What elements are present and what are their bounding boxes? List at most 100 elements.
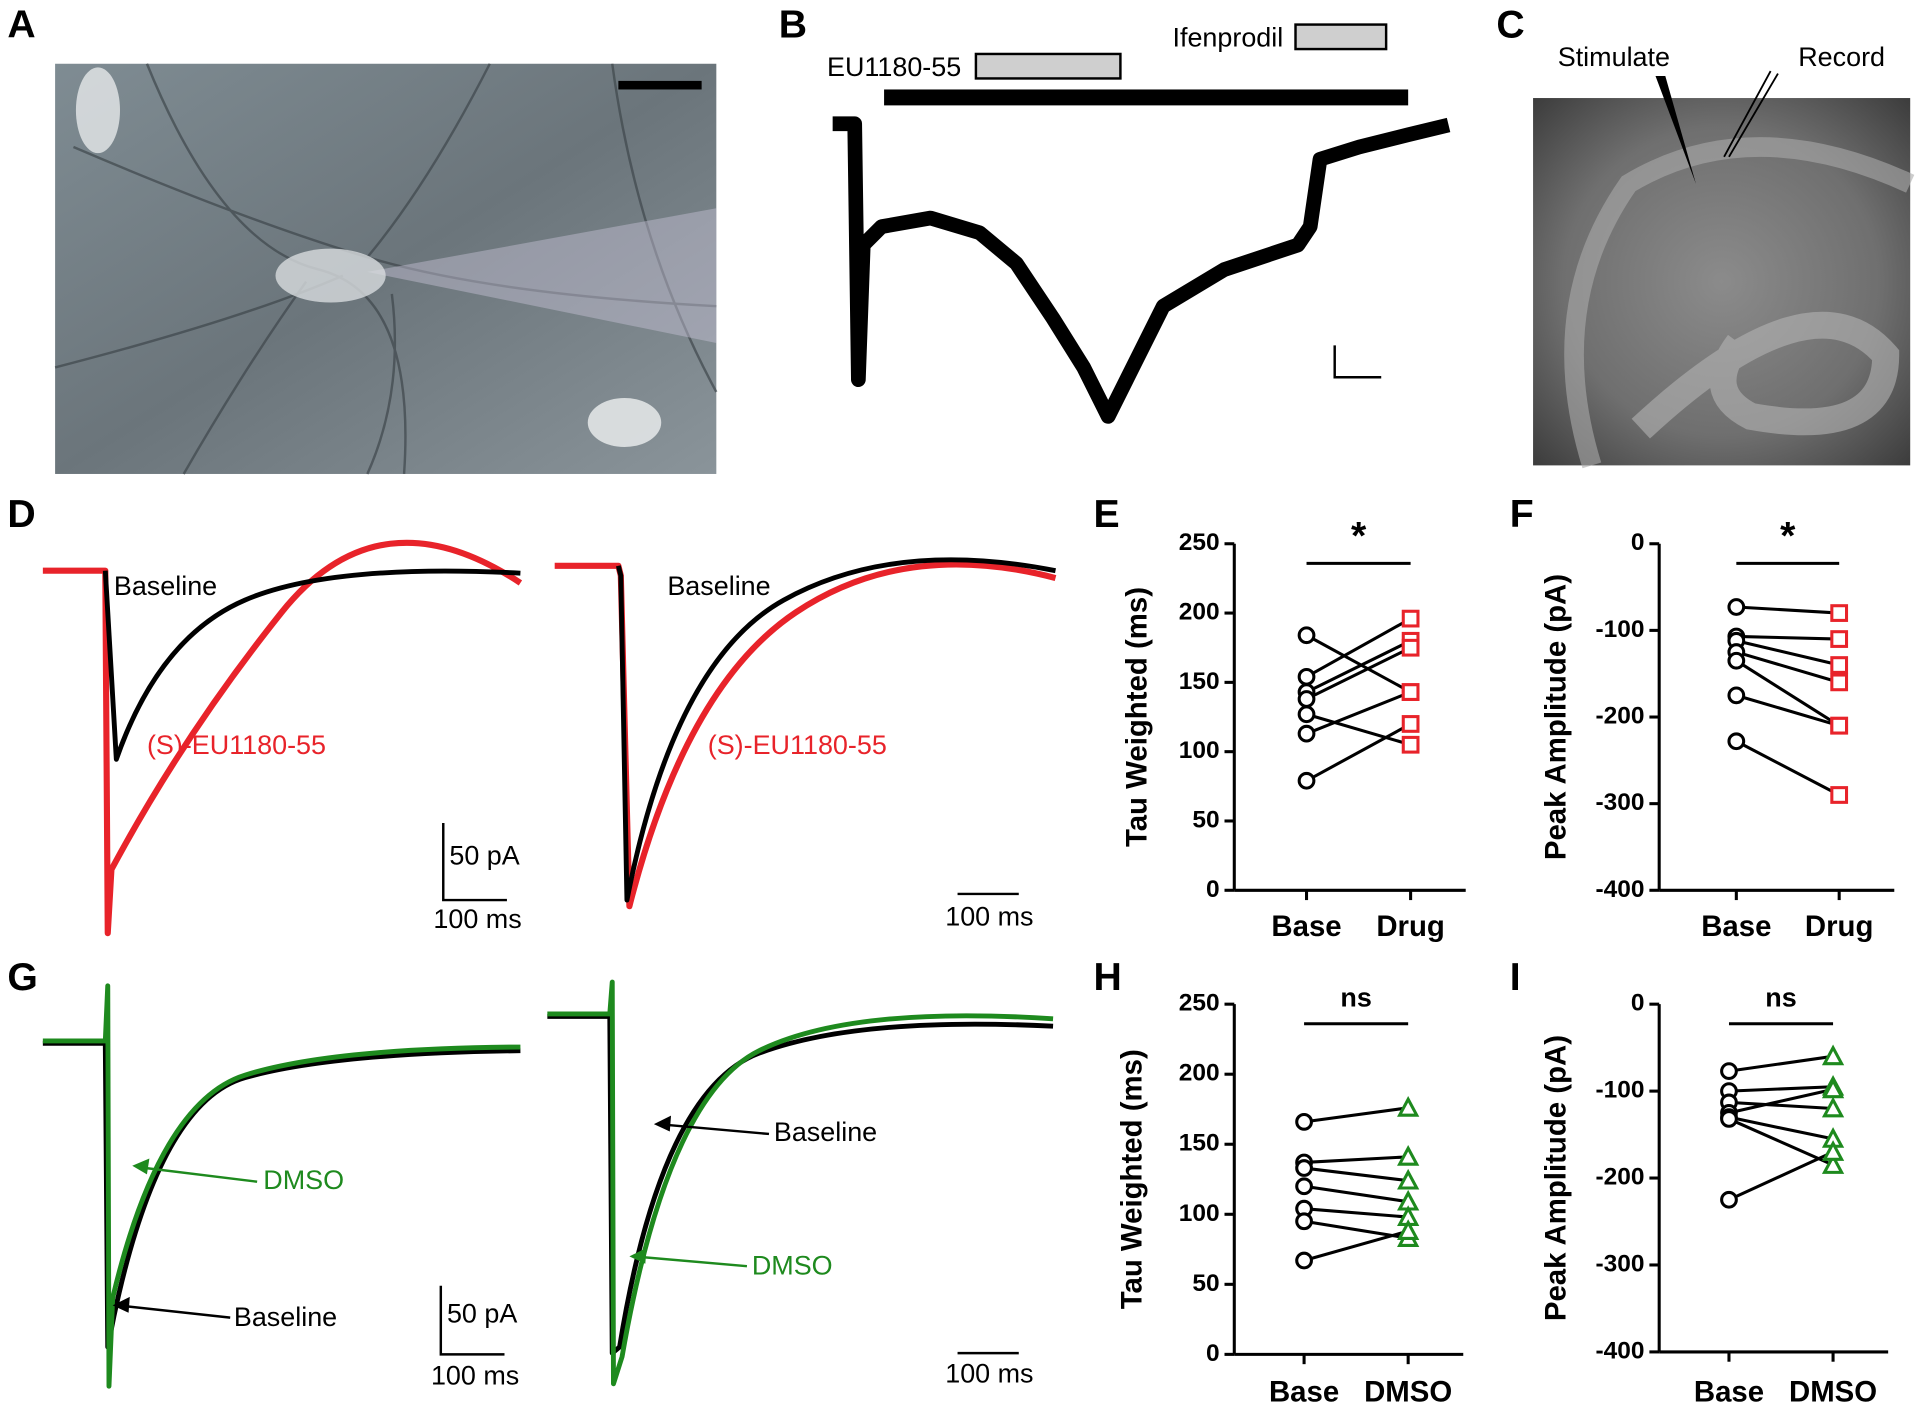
panel-label: E — [1093, 493, 1119, 536]
pair-line — [1303, 1106, 1409, 1124]
pair-line — [1305, 633, 1412, 694]
data-point — [1401, 715, 1420, 733]
y-tick-label: 150 — [1179, 1130, 1220, 1157]
panel-g: DMSO Baseline Baseline DMSO 50 pA 100 ms… — [42, 979, 1054, 1391]
data-point — [1297, 724, 1316, 743]
pair-line — [1736, 634, 1840, 641]
y-axis-label: Peak Amplitude (pA) — [1539, 574, 1572, 860]
data-point — [1401, 638, 1420, 657]
data-point — [1830, 786, 1849, 804]
panel-label: F — [1510, 493, 1534, 536]
data-point — [1727, 651, 1746, 670]
data-point — [1397, 1219, 1420, 1240]
y-tick-label: -100 — [1596, 616, 1645, 643]
y-tick-label: 100 — [1179, 737, 1220, 764]
pair-line — [1303, 1184, 1409, 1204]
drug-label: Ifenprodil — [1172, 22, 1283, 52]
x-tick-label: Drug — [1376, 910, 1445, 943]
scale-label: 50 pA — [447, 1298, 517, 1328]
data-point — [1720, 1190, 1738, 1209]
panel-label: B — [779, 3, 807, 46]
electrode-label: Stimulate — [1558, 42, 1670, 72]
pair-line — [1305, 690, 1412, 736]
pair-line — [1305, 646, 1412, 701]
panel-label: I — [1510, 956, 1521, 999]
significance-label: * — [1780, 515, 1796, 558]
trace-label: (S)-EU1180-55 — [147, 730, 326, 760]
y-axis-label: Peak Amplitude (pA) — [1539, 1035, 1572, 1321]
pair-line — [1736, 605, 1840, 615]
data-point — [1830, 656, 1849, 674]
panel-label: H — [1093, 956, 1121, 999]
panel-label: A — [7, 3, 35, 46]
scale-label: 100 ms — [945, 902, 1033, 932]
pair-line — [1728, 1085, 1834, 1093]
y-tick-label: 50 — [1192, 1270, 1219, 1297]
pair-line — [1735, 693, 1840, 728]
x-tick-label: Base — [1701, 910, 1771, 943]
panel-c: Stimulate Record — [1533, 42, 1915, 469]
data-point — [1821, 1044, 1845, 1066]
panel-d: Baseline (S)-EU1180-55 Baseline (S)-EU11… — [42, 539, 1057, 937]
pair-line — [1306, 712, 1412, 747]
pair-line — [1735, 650, 1840, 684]
pair-line — [1305, 639, 1412, 694]
pair-line — [1728, 1115, 1834, 1141]
y-tick-label: 100 — [1179, 1200, 1220, 1227]
data-point — [1401, 609, 1420, 628]
data-point — [1397, 1145, 1420, 1166]
panel-b: EU1180-55 Ifenprodil — [827, 22, 1451, 424]
data-point — [1401, 683, 1420, 701]
y-tick-label: -400 — [1596, 1337, 1645, 1364]
data-point — [1821, 1153, 1845, 1174]
y-tick-label: 250 — [1179, 990, 1220, 1017]
y-tick-label: -400 — [1596, 876, 1645, 903]
pair-line — [1305, 617, 1412, 679]
significance-label: ns — [1765, 982, 1796, 1012]
y-axis-label: Tau Weighted (ms) — [1121, 587, 1154, 847]
y-tick-label: 0 — [1631, 529, 1645, 556]
y-tick-label: -200 — [1596, 702, 1645, 729]
data-point — [1830, 673, 1849, 692]
y-axis-label: Tau Weighted (ms) — [1116, 1049, 1149, 1309]
trace-label: (S)-EU1180-55 — [708, 730, 887, 760]
trace-label: Baseline — [114, 571, 217, 601]
pair-line — [1305, 722, 1412, 783]
data-point — [1297, 626, 1316, 645]
panel-label: G — [7, 956, 37, 999]
y-tick-label: 200 — [1179, 599, 1220, 626]
trace-label: Baseline — [234, 1302, 337, 1332]
data-point — [1397, 1168, 1420, 1190]
data-point — [1295, 1212, 1313, 1231]
pair-line — [1728, 1054, 1834, 1073]
y-tick-label: 0 — [1206, 876, 1220, 903]
pair-line — [1728, 1087, 1834, 1115]
data-point — [1295, 1177, 1313, 1196]
pair-line — [1303, 1166, 1409, 1183]
drug-label: EU1180-55 — [827, 52, 961, 82]
data-point — [1401, 735, 1420, 754]
micrograph — [54, 63, 718, 475]
y-tick-label: 0 — [1631, 990, 1645, 1017]
data-point — [1397, 1096, 1420, 1117]
pair-line — [1728, 1117, 1834, 1167]
data-point — [1830, 630, 1849, 648]
pair-line — [1728, 1100, 1834, 1111]
data-point — [1295, 1112, 1313, 1131]
trace-label: DMSO — [752, 1251, 833, 1281]
data-point — [1720, 1110, 1738, 1128]
pair-line — [1735, 659, 1841, 727]
significance-label: ns — [1340, 982, 1371, 1012]
panel-label: D — [7, 493, 35, 536]
data-point — [1727, 686, 1746, 705]
data-point — [1727, 598, 1746, 616]
data-point — [1821, 1077, 1845, 1099]
data-point — [1297, 667, 1316, 686]
data-point — [1297, 705, 1316, 724]
data-point — [1295, 1159, 1313, 1177]
trace-label: DMSO — [263, 1165, 344, 1195]
data-point — [1727, 732, 1746, 751]
pair-line — [1303, 1207, 1409, 1219]
data-point — [1821, 1096, 1845, 1118]
